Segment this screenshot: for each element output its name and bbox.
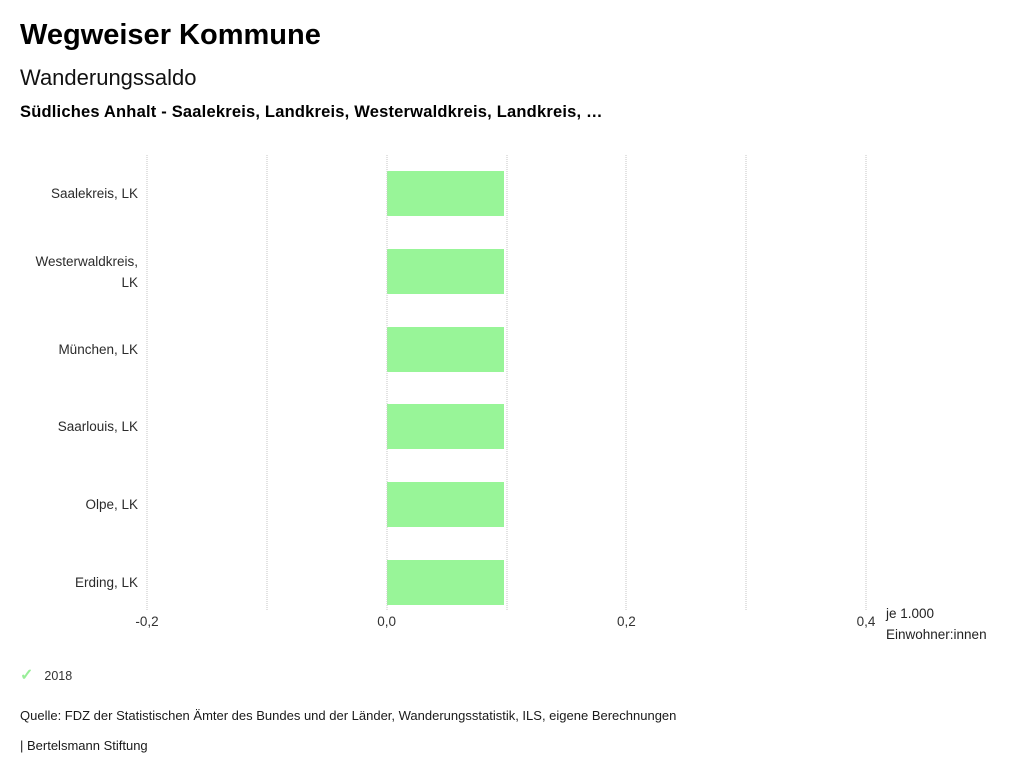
bar-row — [147, 466, 866, 544]
bar-rows — [147, 155, 866, 621]
chart-selection-subtitle: Südliches Anhalt - Saalekreis, Landkreis… — [20, 103, 603, 121]
y-axis-labels: Saalekreis, LK Westerwaldkreis, LK München… — [30, 155, 138, 621]
plot-area: -0,2 0,0 0,2 0,4 — [135, 155, 875, 629]
bar[interactable] — [386, 559, 505, 605]
y-axis-label: Saalekreis, LK — [50, 186, 138, 202]
bar[interactable] — [386, 326, 505, 372]
bar-row — [147, 543, 866, 621]
y-axis-label: Saarlouis, LK — [57, 419, 138, 435]
brand-note: | Bertelsmann Stiftung — [20, 738, 148, 753]
gridline — [266, 155, 268, 610]
check-icon[interactable]: ✓ — [20, 667, 34, 684]
x-axis-tick-label: 0,4 — [856, 614, 876, 629]
bar-row — [147, 233, 866, 311]
y-axis-label: Olpe, LK — [85, 497, 138, 513]
bar[interactable] — [386, 249, 505, 294]
gridline — [745, 155, 747, 610]
bar-row — [147, 155, 866, 233]
y-axis-label: Westerwaldkreis, LK — [35, 253, 138, 290]
gridline — [865, 155, 867, 610]
gridline — [625, 155, 627, 610]
x-axis-unit-label: je 1.000 Einwohner:innen — [886, 603, 987, 645]
bar[interactable] — [386, 171, 505, 217]
y-axis-label: München, LK — [58, 341, 138, 357]
x-axis-tick-label: 0,2 — [616, 614, 636, 629]
bar-row — [147, 388, 866, 466]
y-axis-label: Erding, LK — [74, 574, 138, 590]
source-note: Quelle: FDZ der Statistischen Ämter des … — [20, 708, 677, 723]
x-axis-unit-line2: Einwohner:innen — [886, 627, 987, 642]
legend: ✓ 2018 — [20, 668, 72, 684]
app-title: Wegweiser Kommune — [20, 19, 321, 51]
bar[interactable] — [386, 404, 505, 450]
x-axis-unit-line1: je 1.000 — [886, 606, 935, 621]
chart-title: Wanderungssaldo — [20, 65, 197, 90]
bar-row — [147, 310, 866, 388]
x-axis-tick-label: 0,0 — [377, 614, 397, 629]
gridline — [386, 155, 388, 610]
gridline — [146, 155, 148, 610]
gridline — [506, 155, 507, 610]
bar[interactable] — [386, 482, 505, 528]
x-axis-tick-label: -0,2 — [135, 614, 159, 629]
legend-year-label[interactable]: 2018 — [44, 669, 73, 683]
